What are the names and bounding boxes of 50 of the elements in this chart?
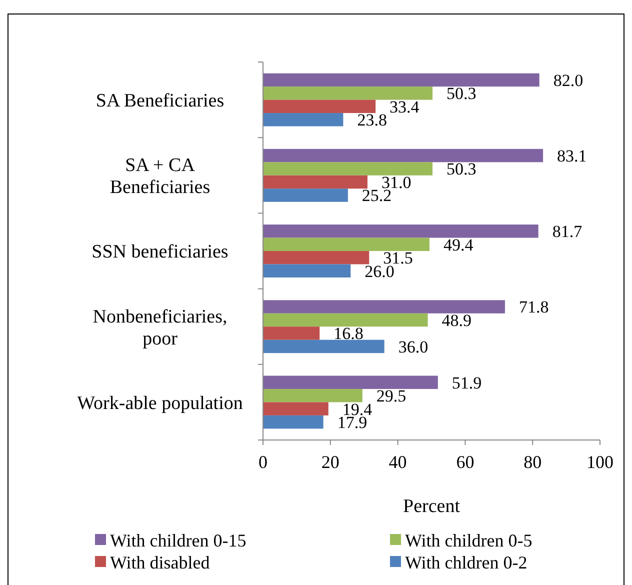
bar (263, 402, 328, 416)
bar (263, 162, 433, 176)
bar (263, 238, 430, 251)
bar (263, 376, 438, 389)
y-tick-label: SA Beneficiaries (96, 90, 224, 112)
bar (263, 251, 370, 264)
bar (263, 148, 544, 162)
data-label: 50.3 (446, 84, 476, 104)
bar (263, 340, 384, 354)
data-label: 16.8 (334, 324, 364, 344)
data-label: 71.8 (518, 298, 549, 317)
y-tick-label: SSN beneficiaries (92, 242, 228, 263)
bar (263, 415, 324, 429)
bar (263, 264, 351, 278)
bar (263, 224, 538, 238)
y-tick-label: SA + CA Beneficiaries (110, 155, 210, 198)
x-tick-label: 40 (388, 452, 407, 472)
data-label: 29.5 (376, 386, 406, 406)
x-tick-label: 80 (524, 452, 542, 472)
data-label: 48.9 (442, 310, 472, 330)
legend-label: With disabled (110, 552, 210, 572)
x-tick-label: 0 (258, 452, 268, 472)
data-label: 83.1 (557, 146, 587, 166)
data-label: 50.3 (446, 160, 476, 179)
bar (263, 188, 348, 202)
bar (263, 73, 540, 87)
legend-label: With children 0-15 (110, 530, 246, 550)
data-label: 82.0 (553, 70, 584, 90)
bar (263, 326, 320, 340)
x-tick-label: 100 (586, 452, 614, 472)
y-tick-label: Work-able population (77, 392, 244, 414)
data-label: 81.7 (552, 222, 583, 242)
x-tick-label: 20 (321, 452, 340, 472)
data-label: 33.4 (390, 97, 420, 116)
bar (263, 313, 428, 327)
legend-label: With children 0-5 (405, 530, 532, 550)
bar (263, 86, 433, 100)
bar (263, 300, 505, 314)
data-label: 23.8 (357, 110, 387, 130)
data-label: 51.9 (452, 373, 482, 392)
y-tick-label: Nonbeneficiaries, poor (92, 306, 228, 350)
data-label: 36.0 (398, 337, 428, 356)
bar (263, 113, 344, 126)
bar (263, 100, 376, 114)
bar (263, 175, 368, 189)
x-axis-title: Percent (403, 496, 461, 517)
data-label: 49.4 (443, 235, 474, 254)
legend-label: With chldren 0-2 (405, 552, 528, 572)
bar (263, 388, 362, 402)
x-tick-label: 60 (456, 452, 474, 472)
